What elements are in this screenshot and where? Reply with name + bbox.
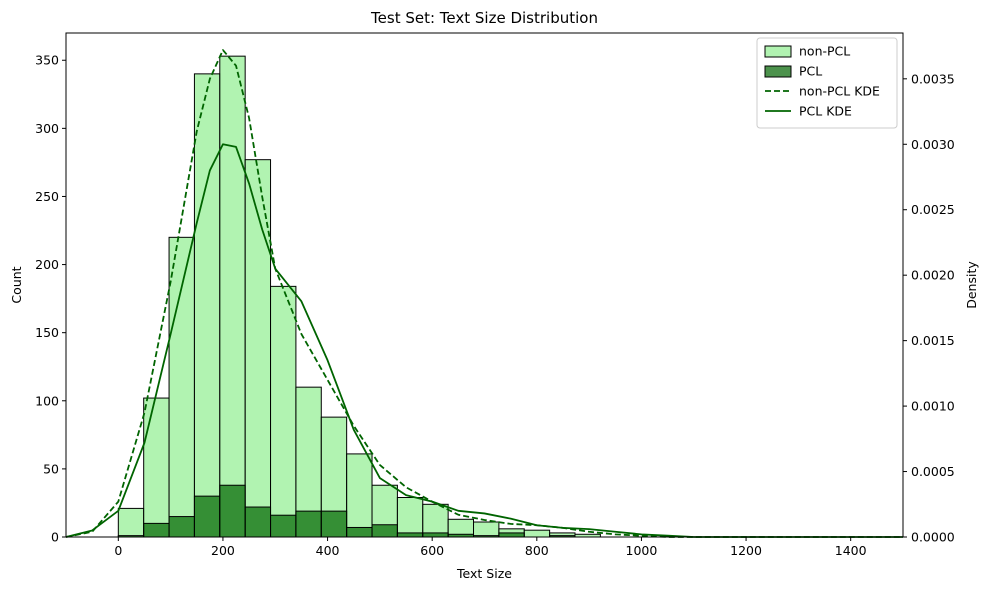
pcl-bar xyxy=(168,516,195,538)
legend-swatch xyxy=(764,65,792,78)
pcl-bar xyxy=(371,524,398,538)
x-tick-label: 800 xyxy=(525,543,549,558)
y2-tick-label: 0.0000 xyxy=(911,530,955,545)
non-pcl-bar xyxy=(346,453,373,538)
y2-axis-label: Density xyxy=(964,261,979,309)
legend-label: PCL KDE xyxy=(799,104,852,119)
non-pcl-bar xyxy=(422,503,449,538)
non-pcl-bar xyxy=(168,236,195,538)
y2-tick-label: 0.0020 xyxy=(911,268,955,283)
y-tick-label: 200 xyxy=(35,257,59,272)
x-tick-label: 0 xyxy=(114,543,122,558)
x-tick-label: 1200 xyxy=(730,543,762,558)
pcl-bar xyxy=(498,532,525,538)
x-tick-label: 1400 xyxy=(835,543,867,558)
y-axis-label: Count xyxy=(9,266,24,303)
pcl-bar xyxy=(143,522,170,538)
y-tick-label: 300 xyxy=(35,121,59,136)
y-tick-label: 100 xyxy=(35,393,59,408)
non-pcl-bar xyxy=(396,496,424,538)
legend-swatch xyxy=(764,45,792,58)
y2-tick-label: 0.0015 xyxy=(911,333,955,348)
y2-tick-label: 0.0005 xyxy=(911,464,955,479)
legend-label: PCL xyxy=(799,64,822,79)
non-pcl-bar xyxy=(270,285,297,538)
pcl-bar xyxy=(244,506,272,538)
y2-tick-label: 0.0025 xyxy=(911,202,955,217)
y-tick-label: 350 xyxy=(35,53,59,68)
pcl-bars xyxy=(117,484,576,538)
x-tick-label: 1000 xyxy=(626,543,658,558)
x-axis: 0 200 400 600 800 1000 1200 1400 xyxy=(114,537,867,558)
plot-frame xyxy=(65,32,904,538)
x-tick-label: 400 xyxy=(316,543,340,558)
non-pcl-bar xyxy=(523,529,551,538)
non-pcl-bar xyxy=(473,521,500,538)
y-tick-label: 50 xyxy=(43,461,59,476)
legend-label: non-PCL KDE xyxy=(799,84,880,99)
pcl-bar xyxy=(320,510,348,538)
y2-tick-label: 0.0035 xyxy=(911,71,955,86)
pcl-bar xyxy=(396,532,424,538)
pcl-kde-line xyxy=(65,143,903,538)
legend-box xyxy=(756,37,898,129)
non-pcl-bars xyxy=(117,55,601,538)
pcl-bar xyxy=(270,514,297,538)
legend: non-PCL PCL non-PCL KDE PCL KDE xyxy=(756,37,898,129)
non-pcl-bar xyxy=(117,507,145,538)
pcl-bar xyxy=(422,532,449,538)
y-tick-label: 0 xyxy=(51,530,59,545)
x-tick-label: 600 xyxy=(420,543,444,558)
pcl-bar xyxy=(295,510,322,538)
y-axis-right: 0.0000 0.0005 0.0010 0.0015 0.0020 0.0025 0.00… xyxy=(903,71,955,545)
x-axis-label: Text Size xyxy=(456,566,512,581)
pcl-bar xyxy=(346,526,373,538)
non-pcl-bar xyxy=(219,55,246,538)
y2-tick-label: 0.0030 xyxy=(911,137,955,152)
chart-title: Test Set: Text Size Distribution xyxy=(370,9,598,27)
legend-label: non-PCL xyxy=(799,44,850,59)
pcl-bar xyxy=(193,495,221,538)
non-pcl-bar xyxy=(143,397,170,538)
x-tick-label: 200 xyxy=(211,543,235,558)
pcl-bar xyxy=(219,484,246,538)
y-axis-left: 0 50 100 150 200 250 300 350 xyxy=(35,53,66,545)
y-tick-label: 250 xyxy=(35,189,59,204)
y-tick-label: 150 xyxy=(35,325,59,340)
non-pcl-bar xyxy=(193,73,221,538)
y2-tick-label: 0.0010 xyxy=(911,399,955,414)
